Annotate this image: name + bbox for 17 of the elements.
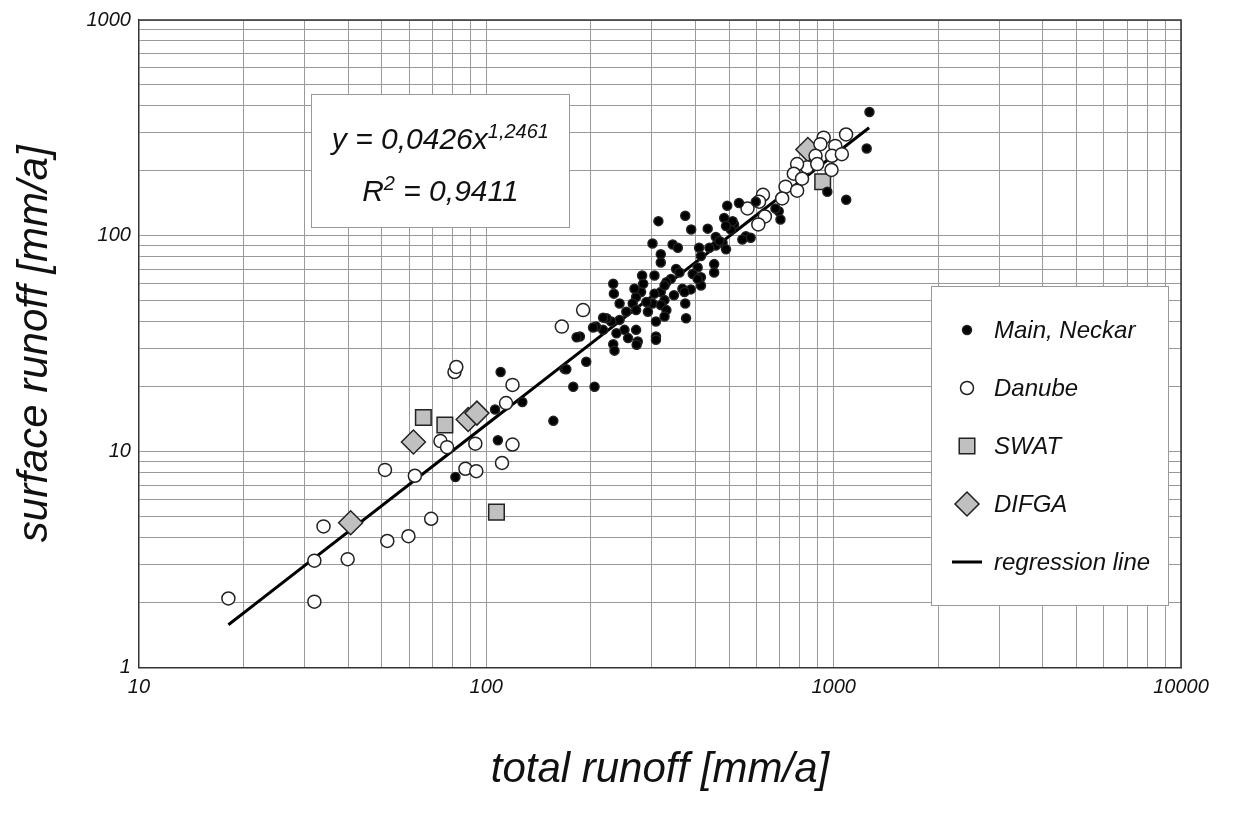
legend-label: regression line [994,547,1151,576]
x-tick-label: 10 [127,675,151,698]
x-tick-label: 10000 [1153,675,1209,698]
legend-label: SWAT [994,431,1062,460]
x-tick-label: 1000 [811,675,856,698]
annotation: y = 0,0426x$^{1,2461}$ [331,119,549,158]
y-tick-label: 10 [108,439,131,462]
legend-label: Danube [994,373,1079,402]
y-tick-label: 1000 [86,7,131,30]
x-axis-title: total runoff [mm/a] [490,744,831,792]
y-tick-label: 1 [119,655,131,678]
annotation: R$^{2}$ = 0,9411 [361,171,520,210]
legend-label: DIFGA [994,489,1068,518]
x-tick-label: 100 [469,675,503,698]
y-tick-label: 100 [97,223,131,246]
legend-label: Main, Neckar [994,315,1136,344]
y-axis-title: surface runoff [mm/a] [8,144,56,543]
